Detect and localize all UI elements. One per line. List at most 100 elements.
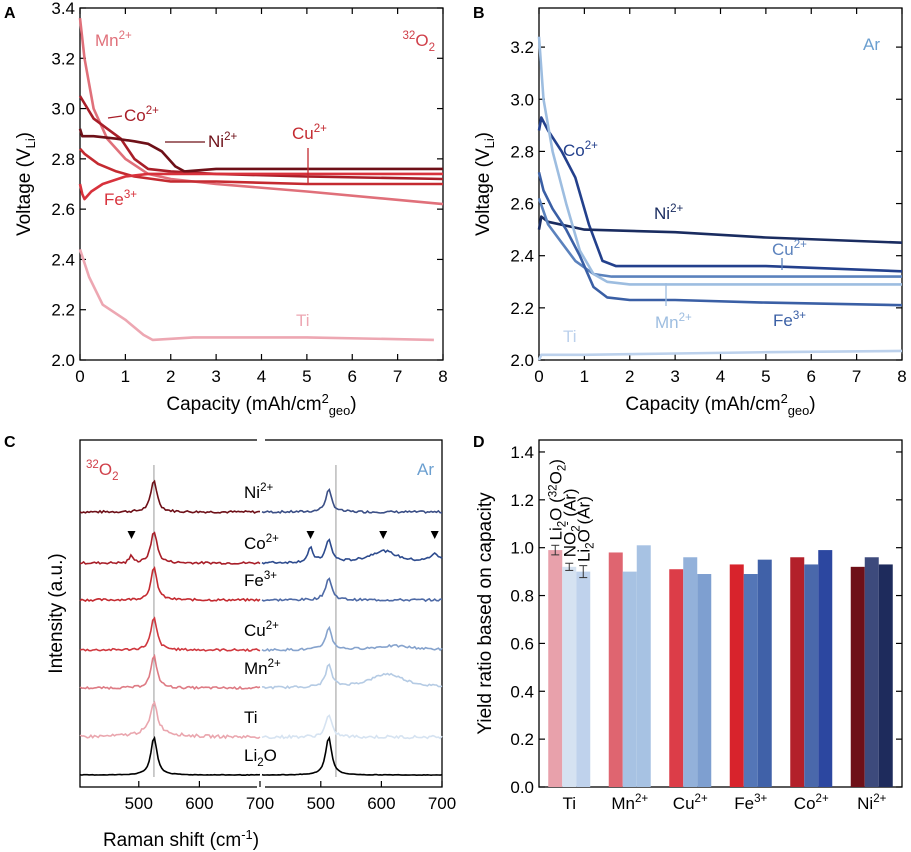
raman-trace-label-co2: Co2+ [244, 533, 279, 553]
y-tick-label: 3.0 [510, 90, 534, 109]
series-label-co2: Co2+ [124, 105, 159, 125]
x-tick-label: 2 [166, 367, 175, 386]
y-tick-label: 2.2 [51, 301, 75, 320]
bar-ti-li2o-ar [576, 571, 591, 787]
series-label-cu2: Cu2+ [292, 123, 327, 143]
category-label-cu2: Cu2+ [673, 793, 708, 813]
x-tick-label: 4 [716, 367, 725, 386]
category-label-ni2: Ni2+ [857, 793, 886, 813]
condition-label-right: Ar [417, 460, 434, 479]
raman-trace-left-li2o [79, 735, 261, 777]
bar-co2-li2o-32o2 [790, 557, 805, 787]
legend-label-0: Li2O (32O2) [546, 459, 568, 540]
y-tick-label: 0.0 [510, 778, 534, 797]
x-tick-label: 6 [807, 367, 816, 386]
x-tick-label: 3 [211, 367, 220, 386]
series-line-ti [537, 349, 903, 361]
raman-trace-right-cu2 [261, 625, 443, 652]
series-label-ni2: Ni2+ [208, 131, 237, 151]
condition-label: 32O2 [403, 30, 436, 54]
y-tick-label: 1.4 [510, 443, 534, 462]
legend-label-2: Li2O (Ar) [574, 496, 596, 562]
series-label-ti: Ti [563, 327, 577, 346]
x-tick-label: 5 [302, 367, 311, 386]
bar-cu2-li2o-ar [697, 574, 712, 787]
x-tick-label: 8 [897, 367, 906, 386]
series-line-co2 [537, 116, 903, 273]
panel-b-chart: 0 1 2 3 4 5 6 7 8 2.0 2.2 2.4 2.6 2.8 3.0 3.2 Capacity (… [473, 7, 907, 418]
series-line-fe3 [78, 172, 443, 201]
series-line-mn2 [78, 17, 444, 206]
x-tick-label-left: 700 [246, 794, 274, 813]
bar-mn2-li2o-ar [636, 545, 651, 787]
bar-ti-li2o-32o2 [548, 550, 563, 787]
bar-ti-no2-ar [562, 566, 577, 787]
y-tick-label: 2.0 [510, 351, 534, 370]
y-tick-label: 2.6 [51, 200, 75, 219]
plot-frame [538, 7, 903, 361]
series-label-mn2: Mn2+ [95, 30, 132, 50]
x-tick-label-left: 500 [125, 794, 153, 813]
raman-trace-label-cu2: Cu2+ [244, 620, 279, 640]
y-tick-label: 3.0 [51, 100, 75, 119]
x-tick-label: 8 [438, 367, 447, 386]
x-tick-label: 4 [257, 367, 266, 386]
series-label-fe3: Fe3+ [104, 189, 137, 209]
y-tick-label: 0.4 [510, 682, 534, 701]
leader-line-co2 [107, 115, 123, 119]
category-label-fe3: Fe3+ [734, 793, 767, 813]
raman-trace-left-ni2 [79, 479, 260, 514]
peak-marker [127, 531, 136, 539]
axis-break [257, 436, 265, 791]
y-tick-label: 1.0 [510, 539, 534, 558]
x-tick-label-right: 500 [307, 794, 335, 813]
x-tick-label: 7 [393, 367, 402, 386]
series-line-ni2 [78, 128, 443, 173]
bar-mn2-no2-ar [622, 571, 637, 787]
raman-trace-right-ti [261, 714, 443, 740]
series-line-cu2 [79, 147, 443, 186]
panel-label-b: B [473, 5, 485, 22]
category-label-mn2: Mn2+ [611, 793, 648, 813]
plot-frame [538, 439, 903, 788]
condition-label-left: 32O2 [86, 459, 119, 483]
y-tick-label: 2.2 [510, 299, 534, 318]
x-tick-label: 5 [761, 367, 770, 386]
raman-trace-right-fe3 [261, 577, 443, 603]
x-tick-label: 1 [121, 367, 130, 386]
raman-trace-label-mn2: Mn2+ [244, 658, 281, 678]
series-label-ti: Ti [296, 311, 310, 330]
series-line-mn2 [537, 36, 902, 286]
x-tick-label: 7 [852, 367, 861, 386]
bar-cu2-no2-ar [683, 557, 698, 787]
bar-co2-li2o-ar [818, 550, 833, 787]
bar-co2-no2-ar [804, 564, 819, 787]
series-label-co2: Co2+ [563, 140, 598, 160]
raman-trace-left-fe3 [79, 566, 261, 602]
series-line-fe3 [537, 171, 903, 307]
y-axis-title: Yield ratio based on capacity [475, 492, 496, 735]
series-label-mn2: Mn2+ [655, 312, 692, 332]
panel-label-d: D [473, 434, 485, 451]
panel-d-chart: 0.0 0.2 0.4 0.6 0.8 1.0 1.2 1.4 Yield ratio base… [475, 439, 903, 813]
y-tick-label: 3.2 [510, 38, 534, 57]
raman-trace-right-li2o [261, 735, 443, 777]
x-tick-label: 3 [670, 367, 679, 386]
y-tick-label: 0.6 [510, 634, 534, 653]
y-axis-title: Intensity (a.u.) [46, 553, 67, 673]
y-tick-label: 2.4 [510, 247, 534, 266]
bar-mn2-li2o-32o2 [608, 552, 623, 787]
panel-label-c: C [4, 434, 16, 451]
peak-marker [379, 531, 388, 539]
category-label-ti: Ti [562, 794, 576, 813]
x-axis-title: Raman shift (cm-1) [103, 827, 259, 851]
panel-a-chart: 0 1 2 3 4 5 6 7 8 2.0 2.2 2.4 2.6 2.8 3.0 3.2 3.4 Capacit… [14, 0, 448, 418]
y-tick-label: 1.2 [510, 491, 534, 510]
condition-label: Ar [863, 35, 880, 54]
category-label-co2: Co2+ [794, 793, 829, 813]
y-tick-label: 0.2 [510, 730, 534, 749]
raman-trace-right-mn2 [261, 663, 443, 690]
bar-cu2-li2o-32o2 [669, 569, 684, 787]
x-tick-label-left: 600 [185, 794, 213, 813]
